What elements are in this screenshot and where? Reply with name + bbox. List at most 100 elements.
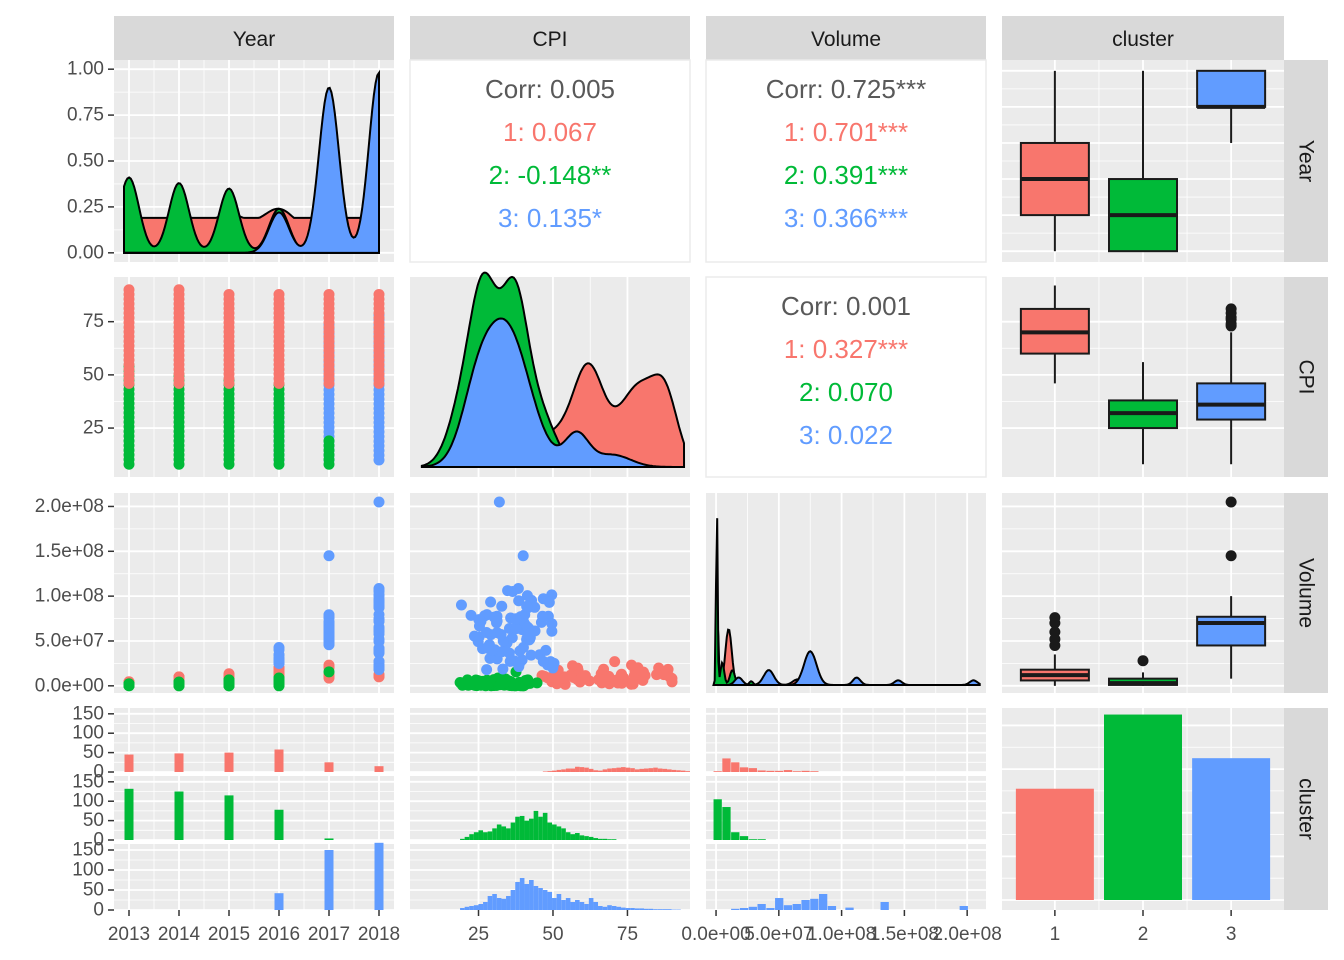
row-strip-2 [1284,493,1328,693]
panel-hist-cpi-cluster-2-bar [473,832,479,840]
panel-hist-cpi-cluster-3-bar [483,902,488,910]
panel-hist-cpi-cluster-3-bar [625,908,631,910]
panel-box-volume-outlier-3 [1225,496,1237,508]
panel-hist-cpi-cluster-2-bar [538,816,543,840]
panel-scatter-cpi-volume-point [495,628,507,640]
panel-hist-year-cluster-1-bar [324,762,334,772]
panel-hist-cpi-cluster-2-bar [598,838,603,840]
panel-hist-cpi-cluster-1-bar [542,771,548,772]
panel-hist-cpi-cluster-3-bar [464,906,470,910]
panel-scatter-year-cpi [114,277,394,477]
panel-scatter-cpi-volume-point [513,661,525,673]
panel-hist-cpi-cluster-3-bar [519,878,525,910]
panel-hist-cpi-cluster-1-bar [575,766,580,772]
bottom-axis-ticks: 2013 2014 2015 2016 2017 2018 25 50 75 0.0e+005.0… [108,910,1236,945]
panel-corr-cpi-volume-cluster-3: 3: 0.022 [799,420,893,450]
column-strip-label-0: Year [233,28,275,51]
panel-scatter-cpi-volume-point [537,610,549,622]
panel-hist-volume-cluster-1-bar [792,771,801,772]
panel-hist-cpi-cluster-2-bar [602,838,608,840]
panel-hist-cpi-cluster-3-bar [616,906,622,910]
panel-hist-cpi-cluster-2-bar [519,815,525,840]
panel-scatter-cpi-volume-point [626,659,638,671]
panel-hist-cpi-cluster-1-bar [625,767,631,772]
panel-hist-cpi-cluster-3-bar [501,898,507,910]
panel-hist-volume-cluster-2-bar [722,807,731,840]
volume-axis-tick-label: 5.0e+07 [35,630,104,651]
year-axis-tick-label: 2013 [108,924,150,945]
panel-hist-cpi-cluster-3-bar [510,890,516,910]
panel-corr-year-volume-overall: Corr: 0.725*** [766,74,926,104]
panel-hist-cpi-cluster-3-bar [529,880,534,910]
panel-hist-year-cluster-1-bar [274,749,284,772]
panel-scatter-cpi-volume-point [609,656,621,668]
year-axis-tick-label: 2017 [308,924,350,945]
panel-hist-year-cluster-1-bar [174,753,184,772]
panel-hist-volume-cluster-1-bar [722,758,731,772]
panel-hist-cpi-cluster-1-bg [410,708,690,772]
density-axis-tick-label: 0.00 [67,242,104,263]
panel-box-volume-outlier-2 [1137,655,1149,667]
panel-hist-volume-cluster-1-bar [766,770,775,772]
panel-hist-cpi-cluster-1-bar [662,768,668,772]
panel-scatter-cpi-volume-point [529,601,541,613]
panel-hist-cpi-cluster-1-bar [547,771,553,772]
panel-scatter-cpi-volume-point [603,670,615,682]
panel-hist-year-cluster-1-bar [374,766,384,772]
panel-scatter-cpi-volume-point [473,614,485,626]
panel-corr-year-cpi-frame [409,59,691,263]
panel-scatter-cpi-volume-point [529,625,541,637]
count-axis-2-tick-label: 0 [93,830,104,851]
cpi-axis-tick-label: 25 [83,418,104,439]
panel-hist-volume-cluster-1-bar [731,762,740,772]
panel-bar-cluster-bar-1 [1015,788,1094,900]
panel-scatter-year-volume-point [323,550,335,562]
panel-corr-year-volume-cluster-2: 2: 0.391*** [784,160,908,190]
panel-hist-year-cluster-3-bar [324,850,334,910]
panel-hist-cpi-cluster-1-bar [616,767,622,772]
panel-hist-cpi-cluster-1-bar [607,768,612,772]
panel-hist-cpi-cluster-1-bar [680,770,686,772]
panel-scatter-cpi-volume-point [484,652,496,664]
panel-scatter-cpi-volume-point [540,644,552,656]
panel-hist-volume-cluster-3-bar [766,908,775,910]
panel-hist-year-cluster-2-bar [274,809,284,840]
panel-scatter-cpi-volume-point [514,645,526,657]
panel-hist-cpi-cluster-2-bar [487,831,493,840]
panel-scatter-cpi-volume-point [525,649,537,661]
density-axis-tick-label: 1.00 [67,59,104,80]
panel-hist-cpi-cluster-1-bar [565,768,571,772]
year-axis-tick-label: 2015 [208,924,250,945]
count-axis-3-tick-label: 50 [83,880,104,901]
panel-scatter-year-volume-point [123,678,135,690]
panel-scatter-year-cpi-point [223,288,235,300]
panel-scatter-cpi-volume-point [517,550,529,562]
panel-hist-volume-cluster-1-bar [713,771,722,772]
left-axis-ticks: 0.00 0.25 0.50 0.75 1.00 25 50 75 0.0e+00 5.0e+07… [35,59,114,921]
panel-hist-volume-cluster-3-bar [792,904,801,910]
panel-hist-cpi-cluster-1-bar [552,770,557,772]
panel-corr-cpi-volume-cluster-2: 2: 0.070 [799,377,893,407]
panel-hist-cpi-cluster-3-bar [584,904,589,910]
panel-corr-cpi-volume-frame [705,276,987,478]
panel-hist-cpi-cluster-2-bar [478,830,484,840]
panel-scatter-cpi-volume-point [651,669,663,681]
row-strips: Year CPI Volume cluster [1284,60,1328,910]
panel-scatter-cpi-volume-point [504,655,516,667]
panel-year-density [114,60,394,262]
panel-cpi-density [410,271,690,477]
panel-scatter-cpi-volume-point [493,496,505,508]
panel-hist-cpi-cluster-2-bar [510,822,516,840]
panel-hist-cpi-cluster-2-bar [524,820,530,840]
panel-hist-volume-cluster-3-bar [757,904,766,910]
panel-box-year [1002,60,1284,262]
panel-scatter-cpi-volume-point [496,600,508,612]
panel-scatter-cpi-volume-point [503,647,515,659]
panel-scatter-cpi-volume-point [463,679,475,691]
panel-hist-cpi-cluster-1-bar [556,769,562,772]
column-strip-label-3: cluster [1112,28,1174,51]
panel-hist-cpi-cluster-3-bar [621,907,626,910]
panel-hist-cpi-cluster-3-bar [570,902,576,910]
panel-hist-cpi-cluster-1-bar [657,768,663,772]
panel-hist-cpi-cluster-1-bar [588,768,594,772]
